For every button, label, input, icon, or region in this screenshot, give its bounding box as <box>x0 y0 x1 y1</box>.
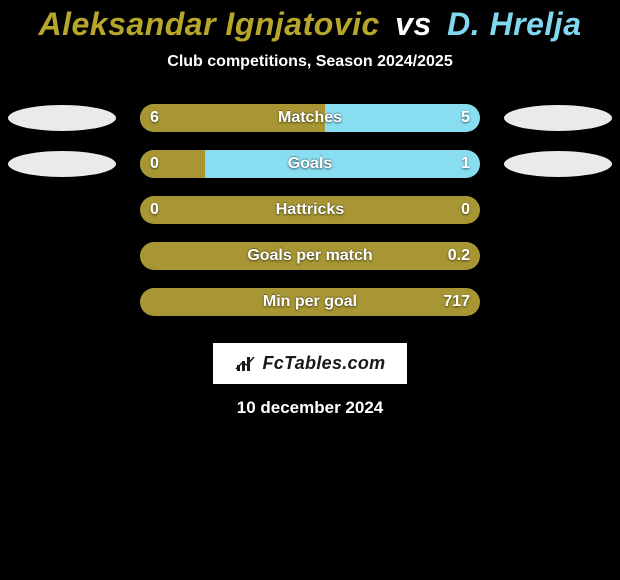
stat-bar: Hattricks0 0 <box>140 196 480 224</box>
brand-badge: FcTables.com <box>213 343 408 384</box>
stat-bar: Goals per match0.2 <box>140 242 480 270</box>
player-a-name: Aleksandar Ignjatovic <box>39 6 380 42</box>
subtitle: Club competitions, Season 2024/2025 <box>167 53 452 71</box>
date-text: 10 december 2024 <box>237 398 384 418</box>
player-b-value: 717 <box>443 288 470 316</box>
left-logo-placeholder <box>8 151 116 177</box>
stat-row: Min per goal717 <box>0 279 620 325</box>
player-a-value: 0 <box>150 150 159 178</box>
brand-text: FcTables.com <box>263 353 386 374</box>
stat-label: Min per goal <box>140 288 480 316</box>
stat-row: Matches65 <box>0 95 620 141</box>
right-logo-placeholder <box>504 105 612 131</box>
stat-bar: Matches65 <box>140 104 480 132</box>
left-logo-placeholder <box>8 105 116 131</box>
stat-row: Goals01 <box>0 141 620 187</box>
player-a-value: 0 <box>150 196 159 224</box>
bar-chart-icon <box>235 355 257 373</box>
right-logo-placeholder <box>504 151 612 177</box>
player-a-value: 6 <box>150 104 159 132</box>
stat-row: Goals per match0.2 <box>0 233 620 279</box>
vs-word: vs <box>395 6 432 42</box>
player-b-name: D. Hrelja <box>447 6 581 42</box>
stat-label: Goals per match <box>140 242 480 270</box>
player-b-value: 0.2 <box>448 242 470 270</box>
player-b-value: 5 <box>461 104 470 132</box>
page-title: Aleksandar Ignjatovic vs D. Hrelja <box>39 6 582 43</box>
stat-row: Hattricks0 0 <box>0 187 620 233</box>
comparison-infographic: Aleksandar Ignjatovic vs D. Hrelja Club … <box>0 0 620 580</box>
stat-bar: Min per goal717 <box>140 288 480 316</box>
stat-label: Hattricks <box>140 196 480 224</box>
player-b-value: 1 <box>461 150 470 178</box>
player-b-value: 0 <box>461 196 470 224</box>
stats-chart: Matches65Goals01Hattricks00Goals per mat… <box>0 95 620 325</box>
bar-segment <box>140 104 325 132</box>
stat-bar: Goals01 <box>140 150 480 178</box>
